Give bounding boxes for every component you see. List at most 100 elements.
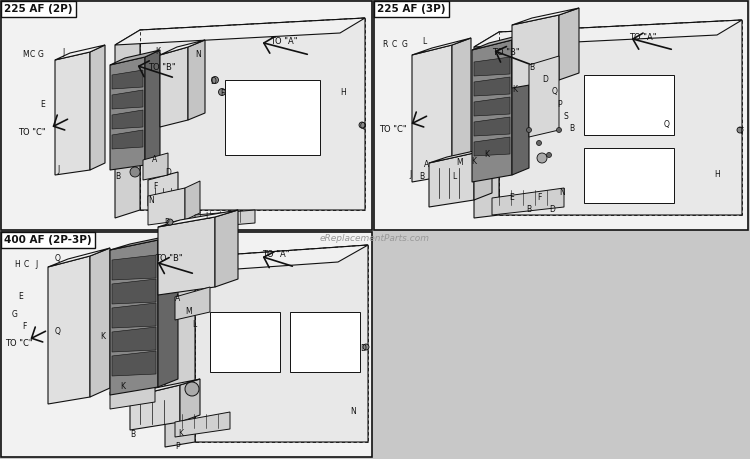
Text: TO "B": TO "B" [148, 63, 176, 72]
Text: D: D [360, 344, 366, 353]
Text: K: K [155, 47, 160, 56]
Text: E: E [509, 193, 514, 202]
Circle shape [130, 167, 140, 177]
Text: K: K [512, 85, 517, 94]
Text: K: K [471, 157, 476, 166]
Text: L: L [452, 172, 456, 181]
Polygon shape [55, 45, 105, 60]
Text: G: G [12, 310, 18, 319]
Text: 225 AF (3P): 225 AF (3P) [377, 4, 446, 14]
Polygon shape [472, 40, 512, 182]
Polygon shape [110, 50, 160, 65]
Text: Q: Q [55, 254, 61, 263]
Polygon shape [130, 379, 200, 397]
Polygon shape [474, 147, 492, 200]
Text: B: B [569, 124, 574, 133]
Polygon shape [112, 90, 143, 109]
Polygon shape [472, 33, 529, 50]
Text: D: D [210, 77, 216, 86]
Polygon shape [474, 137, 510, 156]
Polygon shape [412, 38, 471, 55]
Text: F: F [220, 89, 224, 98]
Text: G: G [38, 50, 44, 59]
Polygon shape [130, 385, 180, 430]
Text: 225 AF (2P): 225 AF (2P) [4, 4, 73, 14]
Bar [210, 312, 280, 372]
Circle shape [737, 127, 743, 133]
Text: F: F [22, 322, 26, 331]
Polygon shape [529, 56, 559, 137]
Text: L: L [422, 37, 426, 46]
Polygon shape [112, 255, 156, 280]
Text: TO "C": TO "C" [5, 339, 33, 348]
Text: E: E [18, 292, 22, 301]
Text: J: J [35, 260, 38, 269]
Circle shape [211, 77, 218, 84]
Polygon shape [160, 47, 188, 127]
Polygon shape [110, 240, 158, 395]
Polygon shape [145, 50, 160, 165]
Text: D: D [165, 168, 171, 177]
Text: A: A [424, 160, 429, 169]
Text: G: G [402, 40, 408, 49]
Polygon shape [112, 351, 156, 376]
Polygon shape [195, 210, 255, 228]
Polygon shape [115, 30, 140, 218]
Text: C: C [392, 40, 398, 49]
Text: J: J [57, 165, 59, 174]
Circle shape [547, 152, 551, 157]
Polygon shape [110, 234, 178, 250]
Text: TO "C": TO "C" [18, 128, 46, 137]
Text: B: B [526, 205, 531, 214]
Polygon shape [143, 153, 168, 180]
Text: T: T [739, 127, 743, 136]
Polygon shape [112, 130, 143, 149]
Text: D: D [549, 205, 555, 214]
Polygon shape [112, 327, 156, 352]
Circle shape [185, 382, 199, 396]
Polygon shape [185, 181, 200, 220]
Text: D: D [542, 75, 548, 84]
Text: eReplacementParts.com: eReplacementParts.com [320, 234, 430, 243]
Text: A: A [152, 155, 157, 164]
Polygon shape [140, 18, 365, 210]
Bar [584, 75, 674, 135]
Polygon shape [165, 245, 368, 274]
Circle shape [167, 219, 173, 225]
Text: P: P [557, 100, 562, 109]
Polygon shape [474, 97, 510, 116]
Bar [584, 148, 674, 203]
Polygon shape [412, 45, 452, 182]
Polygon shape [148, 188, 185, 225]
Polygon shape [115, 18, 365, 45]
Text: M: M [185, 307, 192, 316]
Bar [374, 1, 748, 230]
Polygon shape [474, 20, 742, 47]
Text: J: J [62, 48, 64, 57]
Text: F: F [153, 182, 158, 191]
Text: L: L [205, 212, 209, 221]
Polygon shape [158, 217, 215, 295]
Circle shape [536, 140, 542, 146]
Polygon shape [158, 210, 238, 227]
Polygon shape [195, 245, 368, 442]
Text: K: K [100, 332, 105, 341]
Polygon shape [512, 8, 579, 25]
Polygon shape [158, 234, 178, 387]
Text: N: N [195, 50, 201, 59]
Text: H: H [14, 260, 20, 269]
Text: Q: Q [664, 120, 670, 129]
Text: L: L [192, 320, 196, 329]
Polygon shape [474, 57, 510, 76]
Polygon shape [112, 279, 156, 304]
Text: TO "C": TO "C" [379, 125, 406, 134]
Text: N: N [148, 196, 154, 205]
Text: M: M [22, 50, 28, 59]
Text: R: R [382, 40, 387, 49]
Circle shape [363, 344, 369, 350]
Text: Q: Q [552, 87, 558, 96]
Polygon shape [48, 256, 90, 404]
Text: B: B [130, 430, 135, 439]
Text: B: B [529, 63, 534, 72]
Text: Q: Q [55, 327, 61, 336]
